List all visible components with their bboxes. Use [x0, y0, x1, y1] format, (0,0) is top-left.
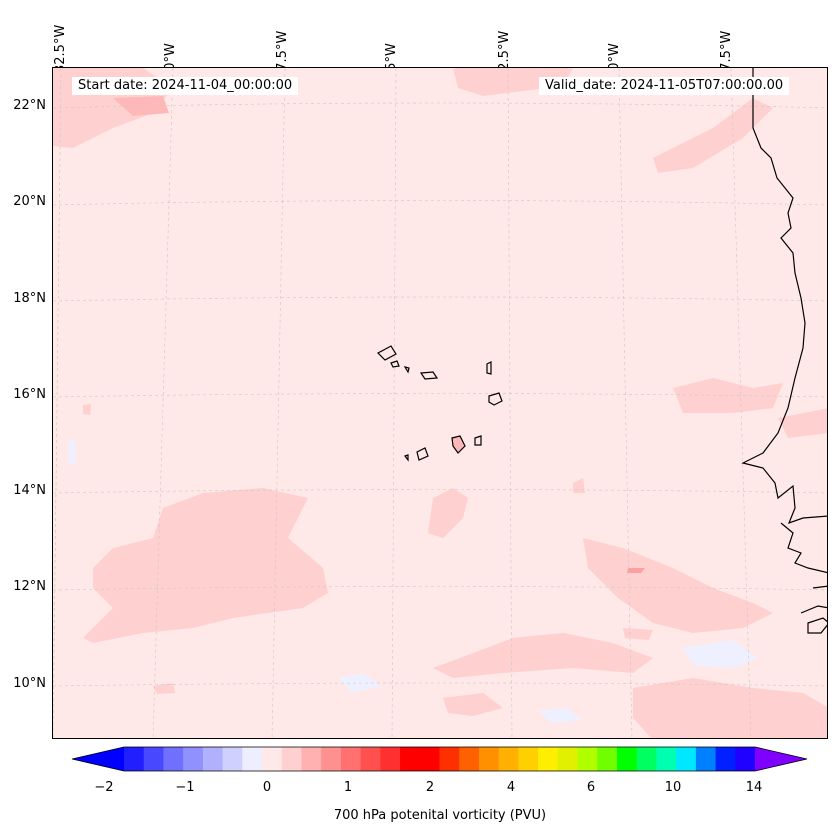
colorbar-segment [498, 747, 519, 771]
lat-label: 18°N [13, 291, 46, 306]
island [451, 435, 466, 454]
colorbar-segment [124, 747, 145, 771]
colorbar-segment [439, 747, 460, 771]
colorbar-segment [242, 747, 263, 771]
colorbar-segment [656, 747, 677, 771]
island [390, 360, 400, 368]
colorbar-tick: 0 [262, 780, 272, 795]
colorbar-segment [616, 747, 638, 771]
colorbar-segment [735, 747, 756, 771]
colorbar-tick: 14 [745, 780, 763, 795]
colorbar-segment [262, 747, 283, 771]
pv-patch [83, 488, 328, 643]
colorbar-segment [577, 747, 598, 771]
colorbar-segment [597, 747, 618, 771]
pv-patch [778, 408, 827, 438]
pv-patch [453, 68, 573, 96]
pv-patch [83, 404, 91, 415]
graticule [53, 68, 827, 738]
island [486, 361, 492, 375]
colorbar-extend-min [72, 747, 124, 771]
pv-patch [627, 568, 645, 573]
colorbar-segment [380, 747, 401, 771]
colorbar-tick: −1 [175, 780, 195, 795]
island [474, 435, 482, 446]
island [488, 392, 503, 406]
colorbar-segment [360, 747, 381, 771]
pv-patch [623, 628, 653, 640]
pv-patch [428, 488, 468, 538]
colorbar-segment [557, 747, 579, 771]
colorbar-tick: 4 [506, 780, 516, 795]
island [404, 454, 409, 462]
pv-patch [573, 478, 585, 493]
colorbar-segment [636, 747, 657, 771]
colorbar-segment [163, 747, 184, 771]
colorbar-tick: 10 [664, 780, 682, 795]
colorbar-segment [400, 747, 421, 771]
pv-patch [443, 693, 503, 716]
start-date-label: Start date: 2024-11-04_00:00:00 [72, 77, 299, 95]
colorbar-segment [518, 747, 539, 771]
colorbar-outline [72, 746, 808, 772]
colorbar-extend-max [755, 747, 807, 771]
colorbar-segment [340, 747, 362, 771]
colorbar-segment [478, 747, 500, 771]
colorbar [72, 746, 808, 772]
island [377, 345, 397, 361]
colorbar-segment [538, 747, 559, 771]
colorbar-segment [715, 747, 736, 771]
lat-label: 22°N [13, 98, 46, 113]
colorbar-tick: −2 [94, 780, 114, 795]
lat-label: 12°N [13, 579, 46, 594]
map-field-svg [53, 68, 827, 738]
colorbar-tick: 2 [425, 780, 435, 795]
colorbar-tick: 1 [343, 780, 353, 795]
colorbar-segment [301, 747, 322, 771]
pv-patch [68, 438, 76, 466]
colorbar-segment [695, 747, 717, 771]
colorbar-segment [676, 747, 697, 771]
colorbar-segment [202, 747, 224, 771]
pv-patch [433, 633, 653, 678]
lat-label: 16°N [13, 387, 46, 402]
pv-patch [153, 683, 175, 694]
coastline [377, 68, 827, 634]
colorbar-segment [183, 747, 204, 771]
pv-patch [673, 378, 783, 413]
colorbar-tick: 6 [586, 780, 596, 795]
colorbar-segment [419, 747, 440, 771]
lat-label: 14°N [13, 483, 46, 498]
colorbar-label: 700 hPa potenital vorticity (PVU) [333, 808, 547, 823]
africa-coast [741, 68, 827, 525]
pv-patch [653, 98, 773, 173]
valid-date-label: Valid_date: 2024-11-05T07:00:00.00 [539, 77, 790, 95]
lat-label: 10°N [13, 676, 46, 691]
lon-label: 32.5°W [53, 24, 68, 73]
lat-label: 20°N [13, 194, 46, 209]
pv-patch [633, 678, 827, 738]
pv-patch [538, 708, 581, 723]
pv-patch [683, 640, 758, 668]
pv-negative-field [68, 438, 758, 723]
colorbar-segment [281, 747, 302, 771]
pv-field [53, 68, 827, 738]
pv-patch [583, 538, 773, 633]
island [403, 366, 410, 374]
colorbar-segment [143, 747, 164, 771]
map-canvas[interactable] [52, 67, 828, 739]
colorbar-segment [459, 747, 480, 771]
colorbar-segment [222, 747, 243, 771]
colorbar-segment [321, 747, 342, 771]
pv-patch [113, 96, 169, 116]
island [419, 371, 439, 380]
island [416, 447, 429, 461]
